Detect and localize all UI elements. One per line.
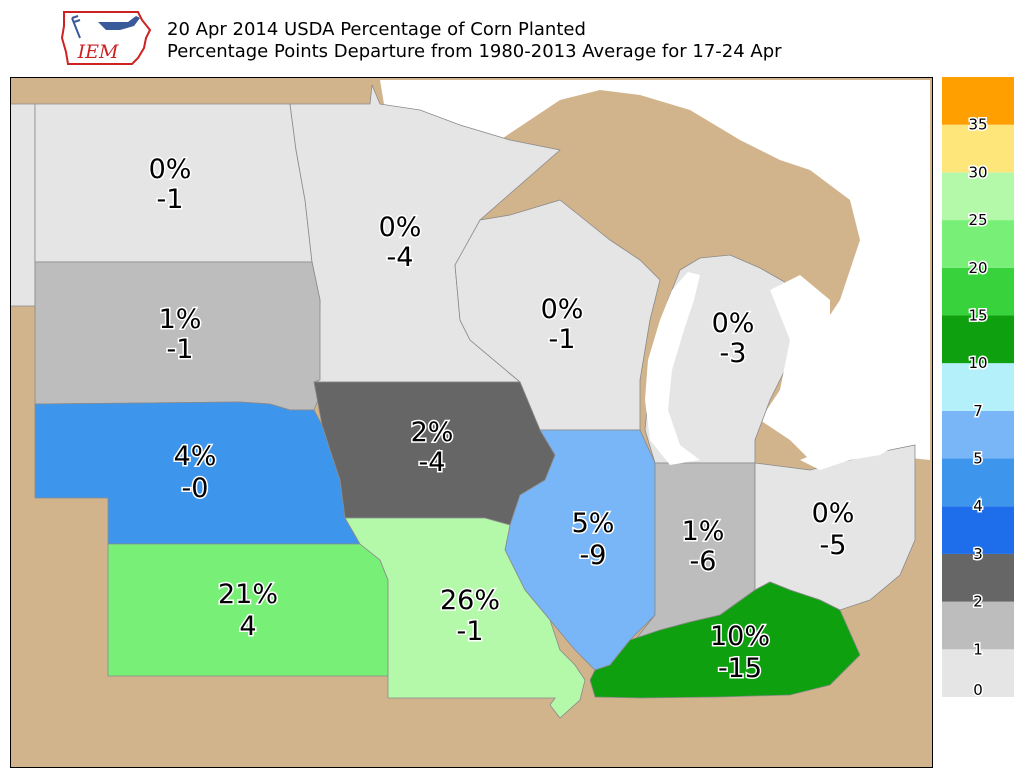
state-wisconsin [454,199,661,431]
label-pct-wisconsin: 0% [541,294,584,325]
label-pct-illinois: 5% [572,508,615,539]
legend-swatch [942,267,1014,316]
label-pct-indiana: 1% [682,516,725,547]
legend-tick-label: 1 [973,640,983,658]
label-dep-wisconsin: -1 [549,324,576,355]
lake-michigan [645,272,700,465]
label-dep-south-dakota: -1 [167,334,194,365]
legend-swatch [942,506,1014,554]
state-nebraska [34,401,361,545]
label-dep-indiana: -6 [690,546,717,577]
map-canvas: 0% -1 0% -4 1% -1 0% -1 0% -3 2% -4 4% -… [10,77,933,768]
label-pct-ohio: 0% [812,498,855,529]
legend-swatch [942,553,1014,602]
label-dep-north-dakota: -1 [157,184,184,215]
label-dep-michigan: -3 [720,338,747,369]
map-subtitle: Percentage Points Departure from 1980-20… [167,41,782,62]
label-dep-ohio: -5 [820,530,847,561]
label-pct-kentucky: 10% [710,621,770,652]
legend-tick-label: 15 [968,306,987,324]
label-dep-missouri: -1 [457,616,484,647]
legend-tick-label: 0 [973,681,983,697]
legend-swatch [942,220,1014,268]
legend-swatch [942,410,1014,459]
state-kansas [107,543,389,677]
legend-tick-label: 2 [973,593,983,611]
label-dep-iowa: -4 [419,447,446,478]
airplane-icon [98,16,140,30]
legend-tick-label: 7 [973,402,983,420]
legend-tick-label: 3 [973,545,983,563]
label-dep-illinois: -9 [580,540,607,571]
legend-tick-label: 5 [973,450,983,468]
label-pct-kansas: 21% [218,579,278,610]
label-dep-kentucky: -15 [718,653,762,684]
label-dep-kansas: 4 [239,611,256,642]
wind-barb-icon [71,15,81,39]
legend-swatch [942,315,1014,364]
label-pct-missouri: 26% [440,585,500,616]
label-dep-nebraska: -0 [182,473,209,504]
legend-tick-label: 10 [968,354,987,372]
label-pct-south-dakota: 1% [159,304,202,335]
iem-logo: IEM [60,11,152,65]
label-pct-north-dakota: 0% [149,154,192,185]
legend-tick-label: 20 [968,259,987,277]
label-pct-nebraska: 4% [174,441,217,472]
state-kentucky [589,581,861,699]
legend-swatch [942,77,1014,125]
logo-text: IEM [77,41,119,63]
lake-huron [770,275,830,420]
legend-swatch [942,363,1014,411]
legend-swatch [942,124,1014,173]
label-dep-minnesota: -4 [387,242,414,273]
legend-swatch [942,649,1014,697]
legend-tick-label: 35 [968,116,987,134]
state-missouri [344,517,586,719]
map-title: 20 Apr 2014 USDA Percentage of Corn Plan… [167,19,586,40]
legend-tick-label: 30 [968,163,987,181]
label-pct-michigan: 0% [712,308,755,339]
legend-swatch [942,601,1014,650]
lake-erie [800,418,915,470]
legend-tick-label: 4 [973,497,983,515]
montana-area [10,103,36,307]
label-pct-iowa: 2% [411,417,454,448]
legend-swatch [942,172,1014,221]
legend-swatch [942,458,1014,507]
legend-colorbar: 0 1 2 3 4 5 7 10 15 20 25 30 35 [942,77,1014,697]
label-pct-minnesota: 0% [379,212,422,243]
legend-tick-label: 25 [968,211,987,229]
